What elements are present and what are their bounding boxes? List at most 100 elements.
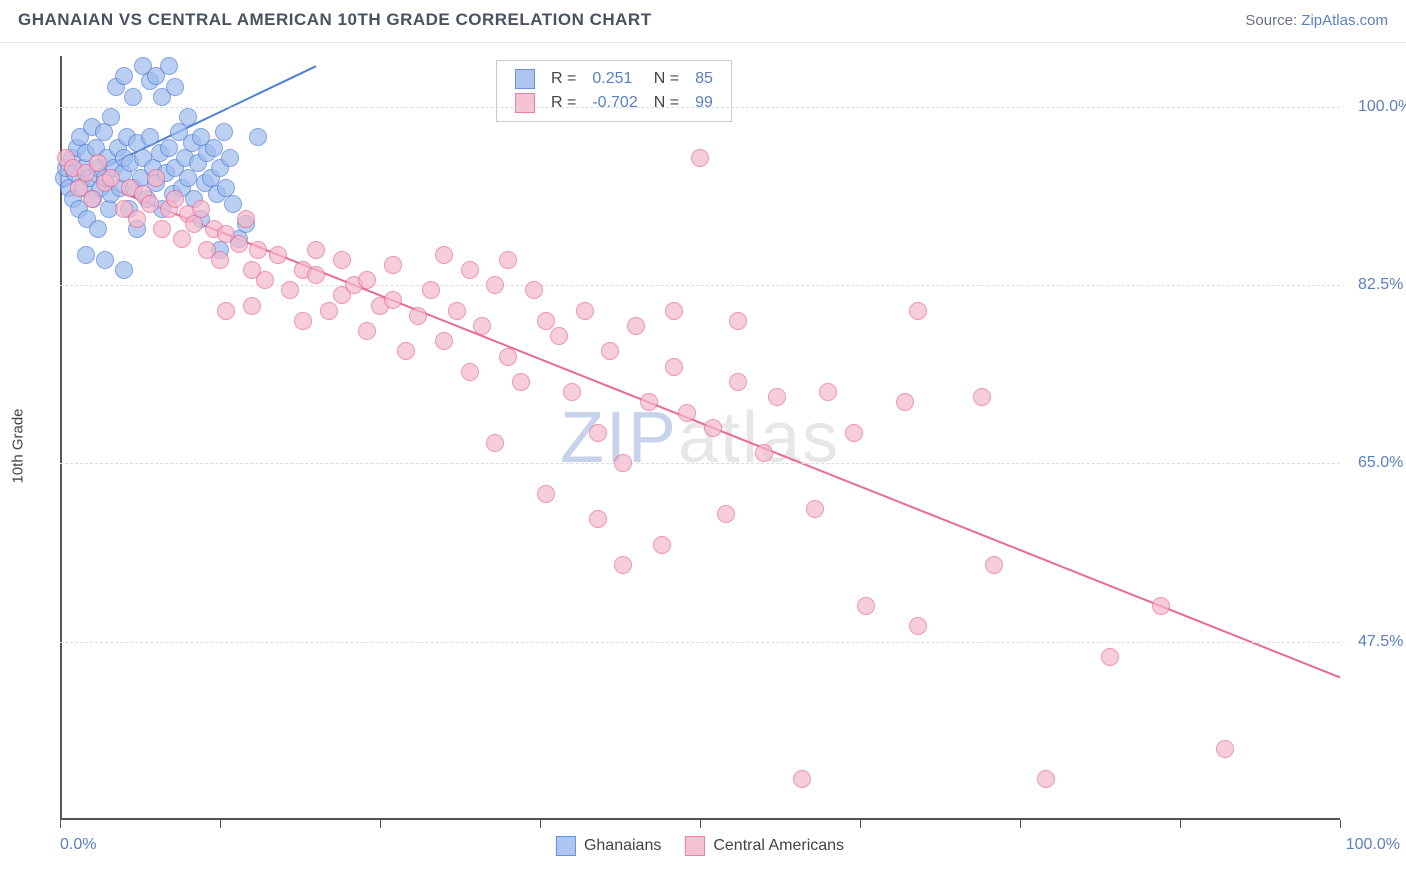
data-point-central_americans xyxy=(819,383,837,401)
data-point-central_americans xyxy=(1101,648,1119,666)
data-point-central_americans xyxy=(461,261,479,279)
x-tick xyxy=(1180,820,1181,828)
y-tick-label: 47.5% xyxy=(1358,633,1403,651)
data-point-central_americans xyxy=(422,281,440,299)
data-point-central_americans xyxy=(320,302,338,320)
series-legend-item-ghanaians: Ghanaians xyxy=(556,836,661,856)
x-tick xyxy=(540,820,541,828)
x-axis-max-label: 100.0% xyxy=(1346,836,1400,854)
data-point-central_americans xyxy=(537,312,555,330)
data-point-ghanaians xyxy=(115,67,133,85)
data-point-central_americans xyxy=(237,210,255,228)
n-value-central_americans: 99 xyxy=(687,91,721,115)
grid-line xyxy=(60,463,1340,464)
data-point-ghanaians xyxy=(102,108,120,126)
data-point-central_americans xyxy=(627,317,645,335)
data-point-central_americans xyxy=(461,363,479,381)
data-point-central_americans xyxy=(563,383,581,401)
data-point-central_americans xyxy=(845,424,863,442)
series-legend: Ghanaians Central Americans xyxy=(556,836,844,856)
r-value-central_americans: -0.702 xyxy=(584,91,645,115)
data-point-central_americans xyxy=(243,297,261,315)
data-point-ghanaians xyxy=(160,139,178,157)
data-point-central_americans xyxy=(435,332,453,350)
data-point-central_americans xyxy=(525,281,543,299)
data-point-central_americans xyxy=(857,597,875,615)
data-point-ghanaians xyxy=(215,123,233,141)
data-point-central_americans xyxy=(166,190,184,208)
data-point-central_americans xyxy=(486,434,504,452)
data-point-central_americans xyxy=(691,149,709,167)
grid-line xyxy=(60,642,1340,643)
data-point-ghanaians xyxy=(179,108,197,126)
r-label: R = xyxy=(543,67,584,91)
data-point-central_americans xyxy=(793,770,811,788)
data-point-ghanaians xyxy=(249,128,267,146)
source-attribution: Source: ZipAtlas.com xyxy=(1245,12,1388,29)
data-point-ghanaians xyxy=(205,139,223,157)
n-value-ghanaians: 85 xyxy=(687,67,721,91)
title-bar: GHANAIAN VS CENTRAL AMERICAN 10TH GRADE … xyxy=(0,0,1406,43)
data-point-central_americans xyxy=(704,419,722,437)
x-tick xyxy=(380,820,381,828)
data-point-central_americans xyxy=(473,317,491,335)
data-point-central_americans xyxy=(192,200,210,218)
data-point-central_americans xyxy=(537,485,555,503)
data-point-central_americans xyxy=(281,281,299,299)
data-point-central_americans xyxy=(909,302,927,320)
swatch-ghanaians xyxy=(515,69,535,89)
data-point-central_americans xyxy=(499,348,517,366)
data-point-central_americans xyxy=(358,271,376,289)
x-tick xyxy=(1020,820,1021,828)
data-point-ghanaians xyxy=(166,78,184,96)
swatch-central_americans xyxy=(515,93,535,113)
data-point-central_americans xyxy=(333,251,351,269)
data-point-central_americans xyxy=(717,505,735,523)
plot-area: ZIPatlas R =0.251N =85R =-0.702N =99 Gha… xyxy=(60,56,1340,820)
chart-title: GHANAIAN VS CENTRAL AMERICAN 10TH GRADE … xyxy=(18,10,652,30)
data-point-central_americans xyxy=(173,230,191,248)
data-point-central_americans xyxy=(729,373,747,391)
x-tick xyxy=(1340,820,1341,828)
y-axis-label: 10th Grade xyxy=(10,408,27,483)
data-point-ghanaians xyxy=(179,169,197,187)
data-point-central_americans xyxy=(729,312,747,330)
x-tick xyxy=(60,820,61,828)
data-point-central_americans xyxy=(909,617,927,635)
series-legend-label-central_americans: Central Americans xyxy=(713,837,844,855)
data-point-central_americans xyxy=(678,404,696,422)
data-point-central_americans xyxy=(653,536,671,554)
data-point-central_americans xyxy=(614,454,632,472)
x-tick xyxy=(860,820,861,828)
data-point-ghanaians xyxy=(221,149,239,167)
data-point-central_americans xyxy=(589,424,607,442)
data-point-central_americans xyxy=(973,388,991,406)
data-point-ghanaians xyxy=(115,261,133,279)
data-point-central_americans xyxy=(640,393,658,411)
data-point-central_americans xyxy=(358,322,376,340)
data-point-central_americans xyxy=(985,556,1003,574)
data-point-central_americans xyxy=(576,302,594,320)
source-prefix: Source: xyxy=(1245,12,1301,29)
grid-line xyxy=(60,285,1340,286)
data-point-ghanaians xyxy=(77,246,95,264)
data-point-central_americans xyxy=(614,556,632,574)
data-point-central_americans xyxy=(307,241,325,259)
chart-container: GHANAIAN VS CENTRAL AMERICAN 10TH GRADE … xyxy=(0,0,1406,892)
data-point-central_americans xyxy=(397,342,415,360)
data-point-central_americans xyxy=(806,500,824,518)
data-point-central_americans xyxy=(141,195,159,213)
data-point-ghanaians xyxy=(124,88,142,106)
stats-legend: R =0.251N =85R =-0.702N =99 xyxy=(496,60,732,122)
y-tick-label: 82.5% xyxy=(1358,276,1403,294)
data-point-central_americans xyxy=(665,302,683,320)
data-point-central_americans xyxy=(307,266,325,284)
source-link[interactable]: ZipAtlas.com xyxy=(1301,12,1388,29)
data-point-central_americans xyxy=(269,246,287,264)
data-point-central_americans xyxy=(589,510,607,528)
r-label: R = xyxy=(543,91,584,115)
swatch-central_americans xyxy=(685,836,705,856)
y-tick-label: 100.0% xyxy=(1358,98,1406,116)
data-point-central_americans xyxy=(89,154,107,172)
data-point-central_americans xyxy=(384,256,402,274)
